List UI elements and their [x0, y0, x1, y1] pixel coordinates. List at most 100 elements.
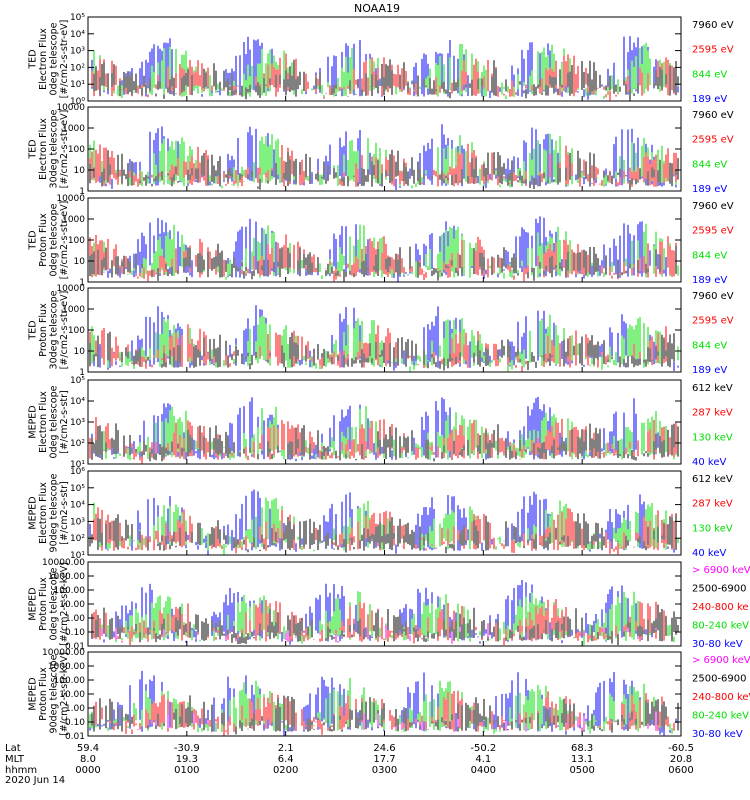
legend-entry: 240-800 ke	[692, 602, 749, 613]
y-axis-label-line: 0deg telescope	[48, 22, 59, 95]
y-axis-label: MEPEDElectron Flux0deg telescope[#/cm2-s…	[27, 385, 70, 458]
traces	[91, 580, 679, 645]
legend-entry: 40 keV	[692, 548, 726, 559]
legend-entry: 2500-6900	[692, 584, 747, 595]
y-tick-label: 10³	[70, 47, 85, 57]
y-axis-label-line: TED	[27, 230, 38, 250]
y-tick-label: 10.00	[59, 600, 85, 610]
legend-entry: 612 keV	[692, 383, 733, 394]
traces	[89, 124, 679, 190]
legend-entry: 2595 eV	[692, 135, 734, 146]
y-axis-label-line: [#/cm2-s-str-eV]	[59, 201, 70, 280]
legend-entry: 130 keV	[692, 432, 733, 443]
y-tick-label: 10⁰	[70, 97, 85, 107]
series-2-trace	[95, 691, 679, 736]
legend-entry: 7960 eV	[692, 291, 734, 302]
series-0-trace	[101, 623, 657, 644]
legend-entry: 844 eV	[692, 340, 727, 351]
y-axis-label-line: TED	[27, 49, 38, 69]
y-axis-label-line: [#/cm2-s-str-eV]	[59, 110, 70, 189]
y-axis-label: TEDProton Flux30deg telescope[#/cm2-s-st…	[27, 290, 70, 369]
legend-entry: 240-800 keV	[692, 692, 750, 703]
series-0-trace	[155, 711, 657, 732]
x-row-value: 4.1	[475, 754, 491, 765]
traces	[89, 396, 679, 464]
y-tick-label: 10¹	[70, 460, 85, 470]
y-axis-label-line: 30deg telescope	[48, 109, 59, 188]
traces	[89, 305, 679, 372]
y-tick-label: 10	[74, 166, 86, 176]
y-tick-label: 100.00	[54, 676, 86, 686]
y-axis-label-line: Electron Flux	[38, 391, 49, 453]
x-row-value: 24.6	[373, 743, 395, 754]
x-row-name: MLT	[5, 754, 25, 765]
x-row-value: 19.3	[176, 754, 198, 765]
y-axis-label-line: 90deg telescope	[48, 654, 59, 733]
y-axis-label: MEPEDProton Flux90deg telescope[#/cm2-s-…	[27, 652, 70, 736]
y-tick-label: 1	[79, 187, 85, 197]
legend-entry: 189 eV	[692, 94, 727, 105]
legend-entry: 7960 eV	[692, 110, 734, 121]
y-axis-label-line: 0deg telescope	[48, 203, 59, 276]
y-axis-label: TEDProton Flux0deg telescope[#/cm2-s-str…	[27, 201, 70, 280]
x-row-value: -50.2	[470, 743, 496, 754]
traces	[89, 216, 679, 282]
y-axis-label-line: MEPED	[27, 587, 38, 620]
y-axis-label-line: [#/cm2-s-str-eV]	[59, 20, 70, 99]
y-axis-label-line: 0deg telescope	[48, 385, 59, 458]
y-tick-label: 100	[68, 236, 85, 246]
y-tick-label: 1000.00	[48, 572, 85, 582]
y-tick-label: 10³	[70, 418, 85, 428]
legend-entry: 80-240 keV	[692, 621, 749, 632]
y-axis-label-line: Proton Flux	[38, 213, 49, 267]
x-row-value: 20.8	[670, 754, 692, 765]
y-tick-label: 10⁴	[70, 30, 85, 40]
y-axis-label-line: MEPED	[27, 496, 38, 529]
y-tick-label: 10³	[70, 517, 85, 527]
y-axis-label: TEDElectron Flux30deg telescope[#/cm2-s-…	[27, 109, 70, 188]
legend-entry: 7960 eV	[692, 201, 734, 212]
x-row-value: 2.1	[278, 743, 294, 754]
y-tick-label: 1.00	[65, 614, 85, 624]
y-axis-label-line: Electron Flux	[38, 28, 49, 90]
y-axis-label-line: Proton Flux	[38, 667, 49, 721]
legend-entry: > 6900 keV	[692, 655, 750, 666]
y-tick-label: 10⁴	[70, 501, 85, 511]
x-row-value: 0100	[174, 765, 199, 776]
x-row-value: 0400	[471, 765, 496, 776]
panel-mep-p-0: 0.010.101.0010.00100.001000.0010000.00ME…	[27, 558, 750, 652]
y-tick-label: 10	[74, 257, 86, 267]
y-tick-label: 0.10	[65, 628, 85, 638]
x-row-value: -30.9	[174, 743, 200, 754]
x-row-value: 13.1	[571, 754, 593, 765]
y-axis-label-line: TED	[27, 320, 38, 340]
y-tick-label: 10⁶	[70, 467, 85, 477]
traces	[89, 670, 679, 736]
y-axis-label-line: [#/cm2-s-str-eV]	[59, 291, 70, 370]
y-tick-label: 10¹	[70, 551, 85, 561]
series-1-trace	[91, 695, 679, 735]
legend-entry: 844 eV	[692, 250, 727, 261]
legend-entry: 7960 eV	[692, 20, 734, 31]
legend-entry: 30-80 keV	[692, 639, 743, 650]
y-tick-label: 10²	[70, 439, 85, 449]
y-tick-label: 10000.00	[42, 648, 85, 658]
x-axis-labels: Lat 59.4 -30.9 2.1 24.6 -50.2 68.3 -60.5 MLT 8.0 1…	[5, 96, 694, 786]
x-row-value: 0600	[668, 765, 693, 776]
y-tick-label: 10⁵	[70, 484, 85, 494]
y-tick-label: 10⁵	[70, 376, 85, 386]
y-axis-label-line: [#/cm2-s-str]	[59, 481, 70, 544]
x-row-value: 0000	[75, 765, 100, 776]
x-row-name: hhmm	[5, 765, 37, 776]
panel-frame	[87, 106, 682, 192]
y-tick-label: 10²	[70, 63, 85, 73]
series-1-trace	[89, 324, 669, 372]
y-axis-label-line: [#/cm2-s-str-keV]	[59, 652, 70, 736]
